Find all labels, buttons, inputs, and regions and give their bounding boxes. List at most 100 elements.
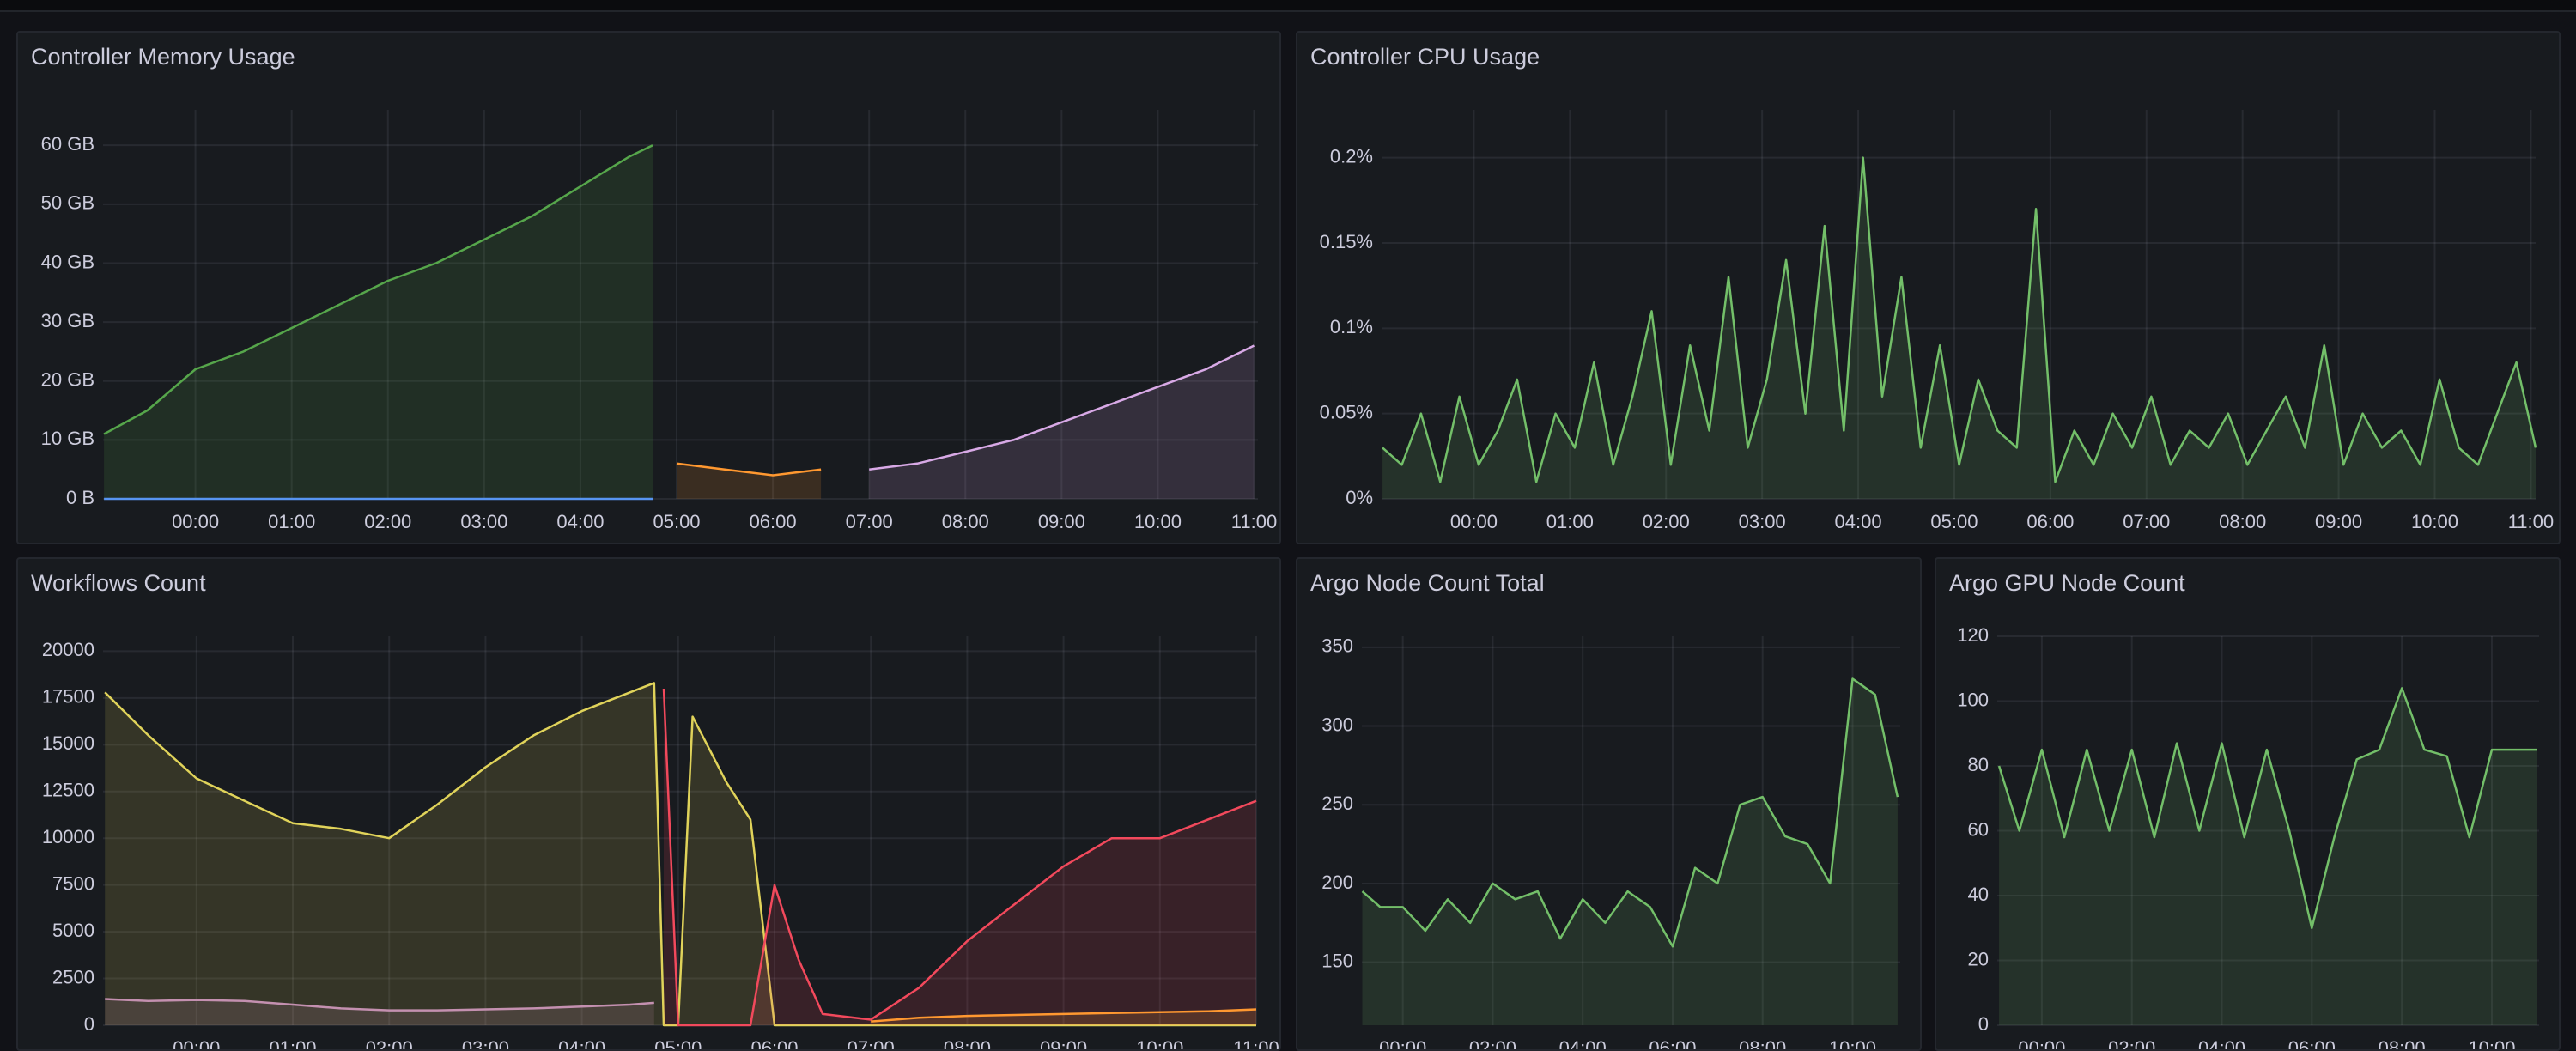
y-tick-label: 0% (1346, 487, 1373, 508)
x-tick-label: 06:00 (2288, 1037, 2336, 1049)
y-tick-label: 5000 (52, 920, 94, 941)
series-line (105, 998, 654, 1012)
panel: Workflows Count 0 2500 5000 7500 10000 12500 15… (16, 557, 1281, 1051)
x-tick-label: 03:00 (460, 511, 507, 532)
x-tick-label: 00:00 (173, 1037, 220, 1049)
x-tick-label: 05:00 (654, 1037, 702, 1049)
x-tick-label: 03:00 (462, 1037, 509, 1049)
y-tick-label: 10 GB (41, 428, 94, 449)
y-tick-label: 30 GB (41, 310, 94, 331)
y-tick-label: 80 (1968, 754, 1989, 775)
x-tick-label: 06:00 (750, 1037, 798, 1049)
y-tick-label: 60 GB (41, 133, 94, 155)
y-tick-label: 0.1% (1330, 316, 1373, 337)
area-fill (869, 345, 1255, 499)
x-tick-label: 09:00 (1040, 1037, 1087, 1049)
y-tick-label: 120 (1957, 624, 1989, 646)
y-tick-label: 350 (1321, 635, 1353, 657)
panel: Argo Node Count Total 150 200 250 300 350 00:0… (1296, 557, 1922, 1051)
top-bar (0, 0, 2576, 12)
area-fill (677, 463, 822, 499)
x-tick-label: 00:00 (2018, 1037, 2065, 1049)
series-line (869, 344, 1255, 471)
x-tick-label: 01:00 (269, 1037, 316, 1049)
y-tick-label: 100 (1957, 689, 1989, 710)
panel-title: Argo GPU Node Count (1949, 570, 2185, 596)
x-tick-label: 02:00 (366, 1037, 413, 1049)
series-line (676, 462, 822, 477)
y-tick-label: 0 (84, 1013, 94, 1035)
series-line (103, 144, 653, 435)
x-tick-label: 02:00 (1643, 511, 1690, 532)
x-tick-label: 07:00 (2123, 511, 2170, 532)
x-tick-label: 07:00 (846, 511, 893, 532)
y-tick-label: 250 (1321, 793, 1353, 814)
area-fill (871, 1009, 1256, 1025)
x-tick-label: 08:00 (944, 1037, 991, 1049)
x-tick-label: 01:00 (268, 511, 315, 532)
x-tick-label: 07:00 (848, 1037, 895, 1049)
series-line (1361, 677, 1899, 948)
x-tick-label: 08:00 (1739, 1037, 1786, 1049)
x-tick-label: 04:00 (556, 511, 604, 532)
y-tick-label: 20 GB (41, 369, 94, 391)
x-tick-label: 10:00 (2411, 511, 2458, 532)
chart: Argo Node Count Total 150 200 250 300 350 00:0… (1310, 570, 1900, 1049)
panel-title: Argo Node Count Total (1310, 570, 1545, 596)
y-tick-label: 0.2% (1330, 145, 1373, 167)
chart: Argo GPU Node Count 0 20 40 60 80 100 120 00:00 0… (1949, 570, 2539, 1049)
y-tick-label: 17500 (42, 686, 94, 708)
x-tick-label: 08:00 (942, 511, 989, 532)
area-fill (104, 145, 653, 499)
x-tick-label: 05:00 (1930, 511, 1978, 532)
x-tick-label: 02:00 (364, 511, 411, 532)
x-tick-label: 00:00 (172, 511, 219, 532)
panel-title: Workflows Count (31, 570, 206, 596)
y-tick-label: 150 (1321, 950, 1353, 971)
y-tick-label: 60 (1968, 818, 1989, 840)
chart: Workflows Count 0 2500 5000 7500 10000 12500 15… (31, 570, 1279, 1049)
area-fill (105, 683, 1257, 1025)
x-tick-label: 03:00 (1739, 511, 1786, 532)
x-tick-label: 10:00 (1134, 511, 1182, 532)
y-tick-label: 15000 (42, 732, 94, 754)
y-tick-label: 12500 (42, 780, 94, 801)
series-line (1997, 687, 2537, 930)
x-tick-label: 11:00 (1231, 511, 1277, 532)
x-tick-label: 11:00 (2508, 511, 2554, 532)
y-tick-label: 2500 (52, 966, 94, 987)
x-tick-label: 04:00 (1835, 511, 1882, 532)
panel: Controller Memory Usage 0 B 10 GB 20 GB 30 G… (16, 31, 1281, 544)
x-tick-label: 04:00 (558, 1037, 605, 1049)
x-tick-label: 04:00 (2198, 1037, 2245, 1049)
y-tick-label: 0.15% (1320, 231, 1373, 252)
y-tick-label: 200 (1321, 872, 1353, 893)
series-line (662, 688, 1257, 1027)
x-tick-label: 08:00 (2219, 511, 2266, 532)
x-tick-label: 06:00 (2026, 511, 2074, 532)
y-tick-label: 20000 (42, 639, 94, 660)
x-tick-label: 06:00 (1649, 1037, 1696, 1049)
x-tick-label: 00:00 (1450, 511, 1498, 532)
x-tick-label: 02:00 (2108, 1037, 2155, 1049)
panel: Argo GPU Node Count 0 20 40 60 80 100 120 00:00 0… (1935, 557, 2561, 1051)
chart: Controller CPU Usage 0% 0.05% 0.1% 0.15% 0.2%… (1310, 44, 2554, 532)
panel: Controller CPU Usage 0% 0.05% 0.1% 0.15% 0.2%… (1296, 31, 2561, 544)
x-tick-label: 10:00 (2468, 1037, 2515, 1049)
y-tick-label: 20 (1968, 948, 1989, 969)
y-tick-label: 7500 (52, 872, 94, 894)
x-tick-label: 11:00 (1233, 1037, 1279, 1049)
area-fill (1999, 688, 2537, 1025)
x-tick-label: 01:00 (1546, 511, 1594, 532)
y-tick-label: 40 (1968, 884, 1989, 905)
x-tick-label: 10:00 (1136, 1037, 1183, 1049)
panel-title: Controller Memory Usage (31, 44, 295, 70)
series-line (871, 1008, 1257, 1023)
y-tick-label: 0 B (66, 487, 94, 508)
x-tick-label: 08:00 (2379, 1037, 2426, 1049)
y-tick-label: 0 (1978, 1013, 1989, 1035)
x-tick-label: 05:00 (653, 511, 700, 532)
panel-title: Controller CPU Usage (1310, 44, 1540, 70)
area-fill (105, 999, 654, 1025)
